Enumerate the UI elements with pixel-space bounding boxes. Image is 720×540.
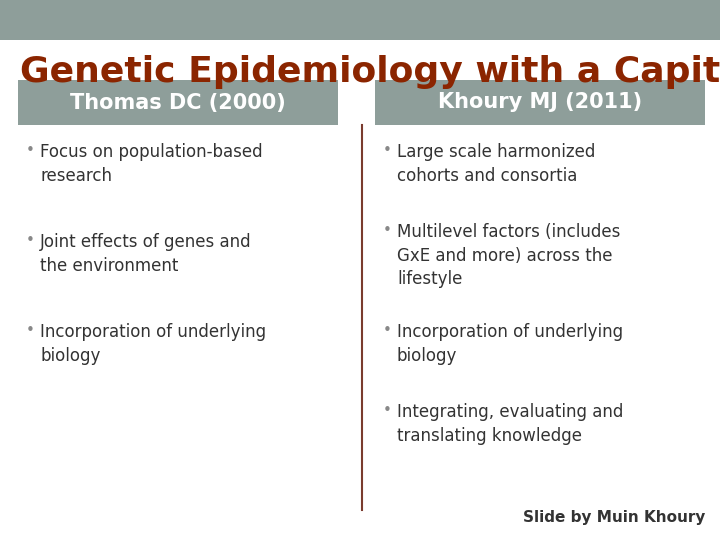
Text: •: •: [383, 223, 392, 238]
Text: Joint effects of genes and
the environment: Joint effects of genes and the environme…: [40, 233, 251, 275]
Text: •: •: [383, 323, 392, 338]
Text: Large scale harmonized
cohorts and consortia: Large scale harmonized cohorts and conso…: [397, 143, 595, 185]
Text: Genetic Epidemiology with a Capital “E”: Genetic Epidemiology with a Capital “E”: [20, 55, 720, 89]
Text: •: •: [383, 143, 392, 158]
Bar: [0, 0, 720, 40]
Text: •: •: [26, 143, 35, 158]
Bar: [18, 80, 338, 125]
Text: •: •: [26, 323, 35, 338]
Bar: [375, 80, 705, 125]
Text: Thomas DC (2000): Thomas DC (2000): [70, 92, 286, 112]
Text: Slide by Muin Khoury: Slide by Muin Khoury: [523, 510, 705, 525]
Text: •: •: [26, 233, 35, 248]
Text: Incorporation of underlying
biology: Incorporation of underlying biology: [40, 323, 266, 364]
Text: Focus on population-based
research: Focus on population-based research: [40, 143, 263, 185]
Text: Khoury MJ (2011): Khoury MJ (2011): [438, 92, 642, 112]
Text: Incorporation of underlying
biology: Incorporation of underlying biology: [397, 323, 623, 364]
Text: •: •: [383, 403, 392, 418]
Text: Integrating, evaluating and
translating knowledge: Integrating, evaluating and translating …: [397, 403, 624, 444]
Text: Multilevel factors (includes
GxE and more) across the
lifestyle: Multilevel factors (includes GxE and mor…: [397, 223, 621, 288]
